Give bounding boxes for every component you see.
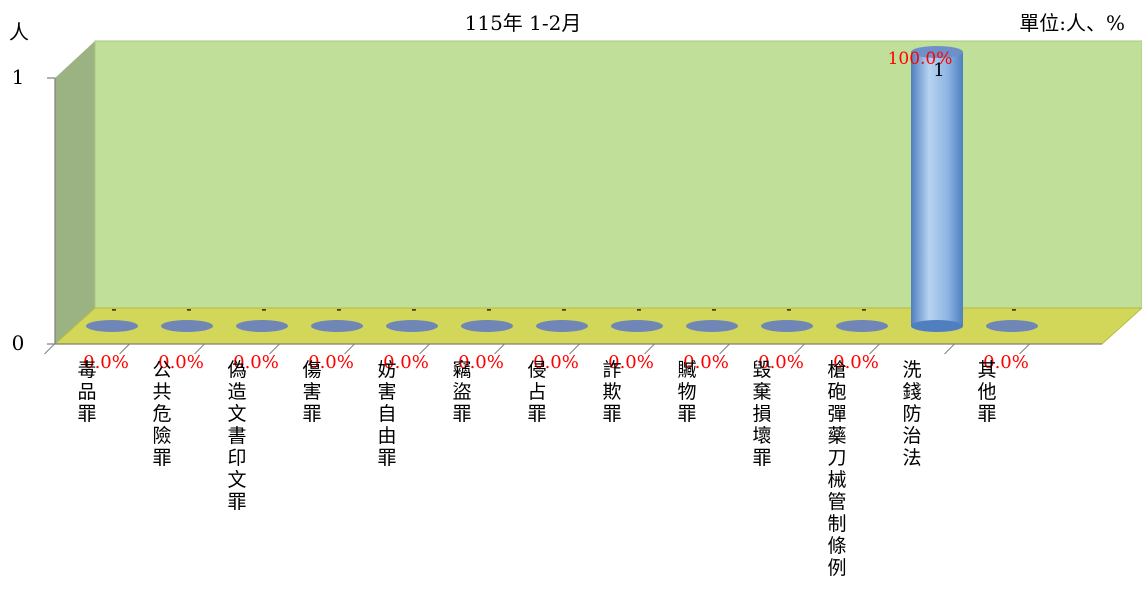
bar-zero xyxy=(761,320,813,332)
bar-zero xyxy=(986,320,1038,332)
y-tick-label-top: 1 xyxy=(12,65,25,89)
percent-label: 0.0% xyxy=(608,352,654,373)
x-tick-mark xyxy=(1019,343,1030,355)
x-axis-ticks xyxy=(44,343,1030,355)
percent-label: 0.0% xyxy=(458,352,504,373)
category-label: 贓物罪 xyxy=(677,359,696,425)
percent-label: 0.0% xyxy=(833,352,879,373)
value-label: - xyxy=(486,299,491,318)
x-tick-mark xyxy=(344,343,355,355)
percent-label: 0.0% xyxy=(983,352,1029,373)
value-label: - xyxy=(1011,299,1016,318)
category-label: 毀棄損壞罪 xyxy=(752,359,771,469)
x-tick-mark xyxy=(869,343,880,355)
floor xyxy=(53,307,1142,345)
value-label: 1 xyxy=(933,60,944,81)
percent-label: 0.0% xyxy=(758,352,804,373)
unit-label: 單位:人、% xyxy=(1019,11,1125,35)
x-tick-mark xyxy=(269,343,280,355)
category-label: 詐欺罪 xyxy=(602,359,621,425)
x-tick-mark xyxy=(494,343,505,355)
percent-label: 0.0% xyxy=(158,352,204,373)
x-tick-mark xyxy=(119,343,130,355)
percent-label: 0.0% xyxy=(383,352,429,373)
bar-top xyxy=(911,46,963,58)
value-label: - xyxy=(411,299,416,318)
bar-zero xyxy=(86,320,138,332)
percent-label: 0.0% xyxy=(83,352,129,373)
x-tick-mark xyxy=(944,343,955,355)
percent-label: 0.0% xyxy=(683,352,729,373)
bar xyxy=(911,52,963,326)
x-tick-mark xyxy=(194,343,205,355)
category-label: 洗錢防治法 xyxy=(902,359,921,469)
value-label: - xyxy=(111,299,116,318)
x-tick-mark xyxy=(419,343,430,355)
category-label: 侵占罪 xyxy=(527,359,546,425)
category-label: 偽造文書印文罪 xyxy=(227,359,246,513)
value-label: - xyxy=(336,299,341,318)
bar-zero xyxy=(236,320,288,332)
bar-zero xyxy=(536,320,588,332)
chart-labels: -0.0%毒品罪-0.0%公共危險罪-0.0%偽造文書印文罪-0.0%傷害罪-0… xyxy=(77,49,1028,579)
bar-zero xyxy=(311,320,363,332)
category-label: 妨害自由罪 xyxy=(377,359,396,469)
value-label: - xyxy=(261,299,266,318)
value-label: - xyxy=(636,299,641,318)
x-tick-mark xyxy=(719,343,730,355)
category-label: 竊盜罪 xyxy=(452,359,471,425)
category-label: 毒品罪 xyxy=(77,359,96,425)
value-label: - xyxy=(786,299,791,318)
category-label: 槍砲彈藥刀械管制條例 xyxy=(827,359,846,579)
back-wall xyxy=(94,40,1142,309)
value-label: - xyxy=(861,299,866,318)
x-tick-mark xyxy=(569,343,580,355)
value-label: - xyxy=(186,299,191,318)
category-label: 其他罪 xyxy=(977,359,996,425)
chart-title: 115年 1-2月 xyxy=(465,11,582,35)
bar-zero xyxy=(686,320,738,332)
percent-label: 0.0% xyxy=(308,352,354,373)
value-label: - xyxy=(711,299,716,318)
chart-bars xyxy=(86,46,1038,332)
value-label: - xyxy=(561,299,566,318)
percent-label: 100.0% xyxy=(888,49,953,69)
y-axis-label: 人 xyxy=(9,20,29,44)
side-wall xyxy=(55,41,95,344)
percent-label: 0.0% xyxy=(233,352,279,373)
bar-base xyxy=(911,320,963,332)
bar-zero xyxy=(386,320,438,332)
percent-label: 0.0% xyxy=(533,352,579,373)
category-label: 公共危險罪 xyxy=(152,359,171,469)
bar-zero xyxy=(461,320,513,332)
bar-zero xyxy=(611,320,663,332)
bar-zero xyxy=(836,320,888,332)
category-label: 傷害罪 xyxy=(302,359,321,425)
bar-zero xyxy=(161,320,213,332)
x-tick-mark xyxy=(794,343,805,355)
x-tick-mark xyxy=(644,343,655,355)
x-tick-mark xyxy=(44,343,55,355)
y-tick-label-bottom: 0 xyxy=(12,331,25,355)
